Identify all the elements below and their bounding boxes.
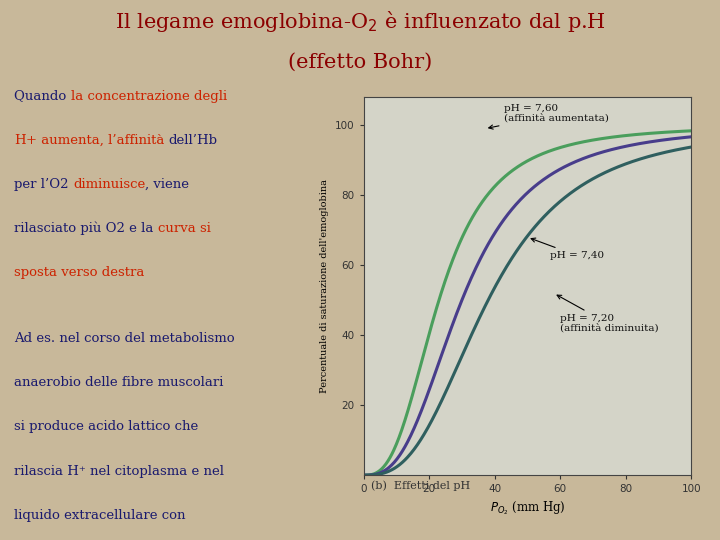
Text: , viene: , viene: [145, 178, 189, 191]
Text: H: H: [14, 134, 26, 147]
Y-axis label: Percentuale di saturazione dell'emoglobina: Percentuale di saturazione dell'emoglobi…: [320, 179, 329, 393]
Text: pH = 7,60
(affinità aumentata): pH = 7,60 (affinità aumentata): [489, 104, 609, 129]
Text: liquido extracellulare con: liquido extracellulare con: [14, 509, 186, 522]
Text: (effetto Bohr): (effetto Bohr): [288, 52, 432, 71]
Text: la concentrazione degli: la concentrazione degli: [71, 90, 227, 103]
Text: aumenta, l’affinità: aumenta, l’affinità: [37, 134, 168, 147]
X-axis label: $\mathit{P}_{O_2}$ (mm Hg): $\mathit{P}_{O_2}$ (mm Hg): [490, 500, 565, 517]
Text: curva si: curva si: [158, 222, 211, 235]
Text: rilascia H⁺ nel citoplasma e nel: rilascia H⁺ nel citoplasma e nel: [14, 464, 225, 477]
Text: rilasciato più O2 e la: rilasciato più O2 e la: [14, 222, 158, 235]
Text: (b)  Effetti del pH: (b) Effetti del pH: [371, 480, 470, 491]
Text: Il legame emoglobina-O$_2$ è influenzato dal p.H: Il legame emoglobina-O$_2$ è influenzato…: [114, 9, 606, 33]
Text: Ad es. nel corso del metabolismo: Ad es. nel corso del metabolismo: [14, 332, 235, 345]
Text: pH = 7,20
(affinità diminuita): pH = 7,20 (affinità diminuita): [557, 295, 659, 334]
Text: dell’Hb: dell’Hb: [168, 134, 217, 147]
Text: pH = 7,40: pH = 7,40: [531, 238, 605, 260]
Text: anaerobio delle fibre muscolari: anaerobio delle fibre muscolari: [14, 376, 224, 389]
Text: per l’O2: per l’O2: [14, 178, 73, 191]
Text: +: +: [26, 134, 37, 147]
Text: diminuisce: diminuisce: [73, 178, 145, 191]
Text: Quando: Quando: [14, 90, 71, 103]
Text: si produce acido lattico che: si produce acido lattico che: [14, 421, 199, 434]
Text: sposta verso destra: sposta verso destra: [14, 266, 145, 279]
